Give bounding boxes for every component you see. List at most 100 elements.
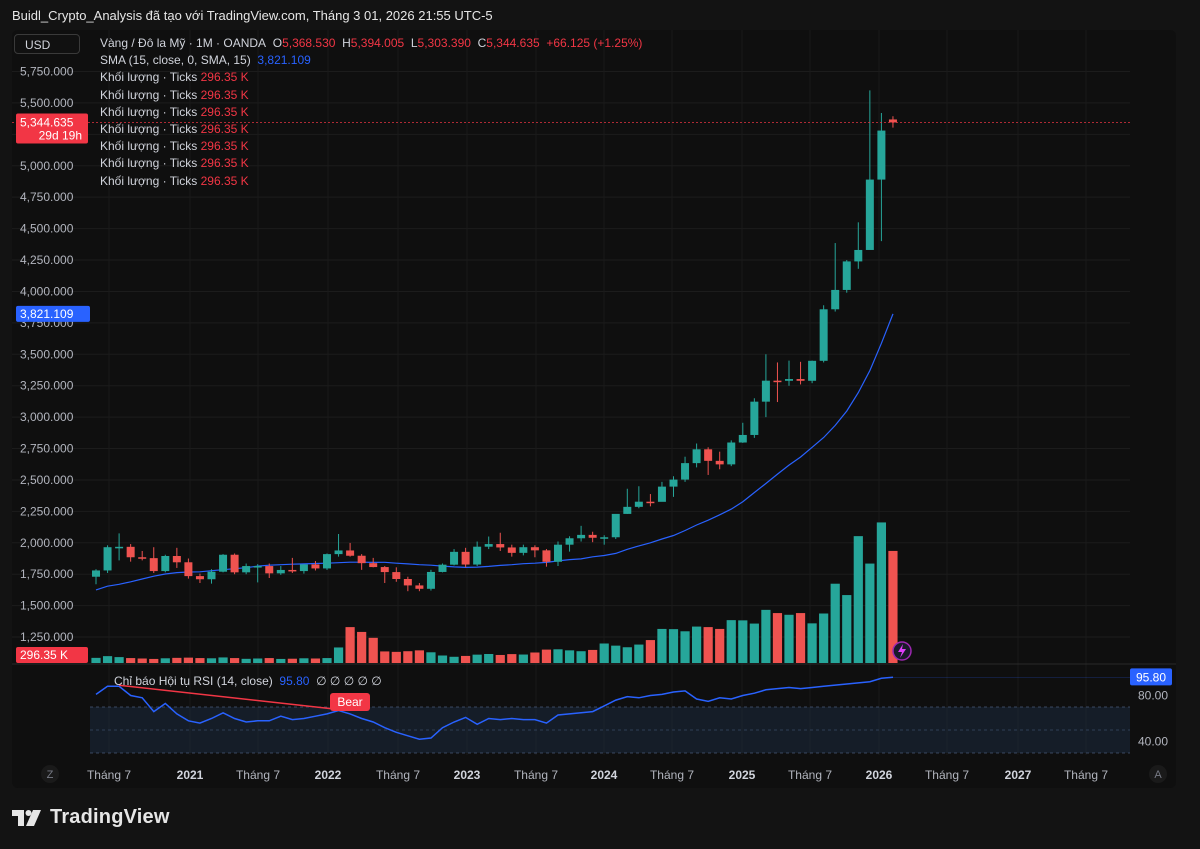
candle-body <box>380 567 389 573</box>
candle <box>657 481 666 502</box>
volume-bar <box>345 627 355 663</box>
candle <box>161 554 170 573</box>
volume-bar <box>692 626 702 663</box>
volume-row[interactable]: Khối lượng · Ticks 296.35 K <box>100 69 642 86</box>
time-tick: 2025 <box>729 768 756 782</box>
volume-bar <box>91 657 101 663</box>
candle-body <box>195 576 204 580</box>
volume-row[interactable]: Khối lượng · Ticks 296.35 K <box>100 155 642 172</box>
price-tick: 4,750.000 <box>20 190 74 204</box>
candle <box>346 542 355 557</box>
volume-label: Khối lượng · Ticks <box>100 70 198 85</box>
volume-value: 296.35 K <box>200 87 249 102</box>
candle-body <box>842 261 851 290</box>
chart-canvas[interactable]: 5,750.000 5,500.000 5,000.000 4,750.000 4,50… <box>12 30 1176 788</box>
candle <box>438 563 447 573</box>
symbol-name[interactable]: Vàng / Đô la Mỹ · 1M · OANDA <box>100 36 267 50</box>
volume-bar <box>703 627 713 663</box>
volume-bar <box>414 650 424 663</box>
volume-bar <box>634 644 644 663</box>
candle-body <box>461 551 470 565</box>
candle-body <box>172 555 181 563</box>
candle-body <box>785 379 793 381</box>
price-tick: 1,750.000 <box>20 567 74 581</box>
volume-bar <box>461 655 471 663</box>
candle-body <box>715 460 724 465</box>
volume-rows: Khối lượng · Ticks 296.35 K Khối lượng · … <box>100 69 642 189</box>
candle-body <box>577 534 586 539</box>
candle <box>299 564 308 574</box>
tradingview-logo[interactable]: TradingView <box>12 806 170 829</box>
rsi-extras: ∅ ∅ ∅ ∅ ∅ <box>316 674 382 688</box>
candle <box>888 116 897 128</box>
volume-bar <box>114 657 124 663</box>
volume-bar <box>368 637 378 663</box>
volume-bar <box>576 651 586 663</box>
volume-bar <box>206 658 217 663</box>
currency-button[interactable]: USD <box>14 34 80 54</box>
candle <box>877 112 886 242</box>
volume-badge-label: 296.35 K <box>20 648 68 662</box>
price-tick: 2,750.000 <box>20 442 74 456</box>
price-tick: 3,250.000 <box>20 379 74 393</box>
candle <box>426 569 435 591</box>
last-price-badge <box>16 113 88 144</box>
candle <box>276 566 285 575</box>
open-value: 5,368.530 <box>282 36 336 50</box>
candle <box>403 576 412 592</box>
price-tick: 3,000.000 <box>20 410 74 424</box>
volume-bar <box>230 658 240 663</box>
candle-body <box>565 538 574 545</box>
volume-bar <box>172 657 182 663</box>
chart-legend: Vàng / Đô la Mỹ · 1M · OANDA O5,368.530 … <box>100 35 642 190</box>
volume-bar <box>426 652 436 663</box>
lightning-bolt <box>898 644 906 658</box>
candle <box>785 360 793 386</box>
candle-body <box>750 401 759 435</box>
candle <box>265 563 274 578</box>
candle-body <box>450 551 459 565</box>
volume-row[interactable]: Khối lượng · Ticks 296.35 K <box>100 87 642 104</box>
candle-body <box>126 546 135 558</box>
candle-body <box>681 463 690 480</box>
candle <box>854 222 863 269</box>
sma-line <box>95 313 894 591</box>
candle <box>103 545 112 573</box>
rsi-legend[interactable]: Chỉ báo Hội tụ RSI (14, close) 95.80 ∅ ∅… <box>114 674 382 688</box>
volume-bar <box>553 649 563 663</box>
time-axis: Tháng 7 2021 Tháng 7 2022 Tháng 7 2023 Tháng 7… <box>41 765 1167 783</box>
candle-body <box>357 555 366 564</box>
volume-row[interactable]: Khối lượng · Ticks 296.35 K <box>100 104 642 121</box>
volume-row[interactable]: Khối lượng · Ticks 296.35 K <box>100 121 642 138</box>
candle-body <box>276 569 285 574</box>
candle <box>392 567 401 582</box>
volume-row[interactable]: Khối lượng · Ticks 296.35 K <box>100 173 642 190</box>
auto-scale-button[interactable]: A <box>1149 765 1167 783</box>
candle-body <box>265 566 274 574</box>
tradingview-logo-icon <box>12 809 41 826</box>
volume-bar <box>738 620 748 663</box>
candle-body <box>600 537 609 539</box>
candle-body <box>877 130 886 180</box>
candle <box>369 557 378 568</box>
close-value: 5,344.635 <box>486 36 540 50</box>
volume-row[interactable]: Khối lượng · Ticks 296.35 K <box>100 138 642 155</box>
candle-body <box>311 564 320 569</box>
high-value: 5,394.005 <box>350 36 405 50</box>
sma-line-layer <box>95 313 894 591</box>
time-tick: 2022 <box>315 768 342 782</box>
sma-row[interactable]: SMA (15, close, 0, SMA, 15) 3,821.109 <box>100 52 642 69</box>
sma-price-label: 3,821.109 <box>20 307 74 321</box>
time-tick: Tháng 7 <box>87 768 131 782</box>
volume-label: Khối lượng · Ticks <box>100 156 198 171</box>
countdown-label: 29d 19h <box>39 128 82 142</box>
zoom-button[interactable]: Z <box>41 765 59 783</box>
volume-value: 296.35 K <box>200 156 249 171</box>
symbol-row: Vàng / Đô la Mỹ · 1M · OANDA O5,368.530 … <box>100 35 642 52</box>
price-tick: 2,000.000 <box>20 536 74 550</box>
candle <box>681 456 690 482</box>
candle-body <box>657 486 666 502</box>
candle <box>808 360 817 384</box>
volume-bar <box>830 583 840 663</box>
